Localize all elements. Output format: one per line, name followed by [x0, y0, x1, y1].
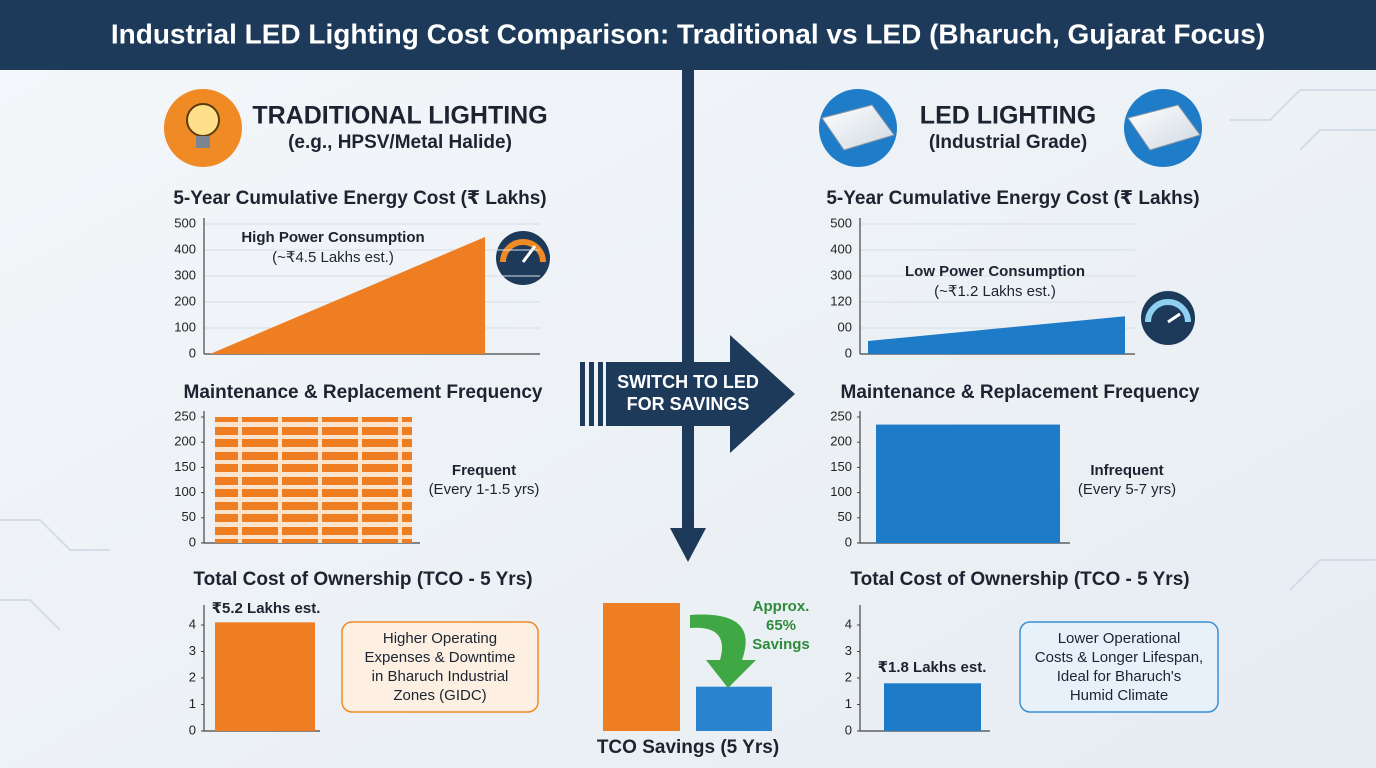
bar: [876, 424, 1060, 543]
down-arrow: [670, 528, 706, 562]
callout-text: Humid Climate: [1070, 687, 1168, 704]
y-tick-label: 0: [845, 722, 852, 737]
chart-title: 5-Year Cumulative Energy Cost (₹ Lakhs): [826, 188, 1199, 209]
callout-text: Higher Operating: [383, 630, 497, 647]
y-tick-label: 150: [174, 459, 196, 474]
y-tick-label: 3: [189, 643, 196, 658]
annotation: ₹5.2 Lakhs est.: [212, 600, 321, 617]
annotation: ₹1.8 Lakhs est.: [878, 659, 987, 676]
y-tick-label: 200: [174, 293, 196, 308]
chart-title: TCO Savings (5 Yrs): [597, 737, 779, 758]
callout-text: Costs & Longer Lifespan,: [1035, 649, 1203, 666]
y-tick-label: 120: [830, 293, 852, 308]
y-tick-label: 1: [189, 696, 196, 711]
y-tick-label: 100: [174, 484, 196, 499]
gauge-icon: [1141, 291, 1195, 345]
y-tick-label: 4: [189, 616, 196, 631]
y-tick-label: 300: [174, 267, 196, 282]
callout-text: in Bharuch Industrial: [372, 668, 509, 685]
bar: [884, 683, 981, 731]
annotation: Infrequent: [1090, 462, 1163, 479]
y-tick-label: 250: [830, 408, 852, 423]
y-tick-label: 100: [174, 319, 196, 334]
chart-title: Maintenance & Replacement Frequency: [184, 382, 543, 403]
annotation: (Every 1-1.5 yrs): [429, 481, 540, 498]
y-tick-label: 50: [182, 509, 196, 524]
bar: [215, 417, 412, 543]
panel-heading: LED LIGHTING: [920, 102, 1096, 130]
annotation: 65%: [766, 617, 796, 634]
panel-subheading: (Industrial Grade): [929, 132, 1087, 153]
bar: [696, 686, 772, 731]
chart-title: Total Cost of Ownership (TCO - 5 Yrs): [193, 569, 532, 590]
led-icon: [821, 104, 895, 151]
bulb-icon: [196, 136, 210, 148]
annotation: (Every 5-7 yrs): [1078, 481, 1176, 498]
gauge-icon: [496, 231, 550, 285]
y-tick-label: 0: [845, 345, 852, 360]
y-tick-label: 3: [845, 643, 852, 658]
y-tick-label: 2: [189, 669, 196, 684]
bulb-icon: [186, 103, 220, 137]
callout-text: Zones (GIDC): [393, 687, 486, 704]
y-tick-label: 0: [189, 345, 196, 360]
savings-arrow: [690, 614, 756, 688]
annotation: Approx.: [753, 598, 810, 615]
chart-title: 5-Year Cumulative Energy Cost (₹ Lakhs): [173, 188, 546, 209]
annotation: (~₹1.2 Lakhs est.): [934, 283, 1056, 300]
title-banner: [0, 0, 1376, 70]
callout-box: [1019, 621, 1219, 713]
annotation: High Power Consumption: [241, 229, 424, 246]
y-tick-label: 400: [830, 241, 852, 256]
y-tick-label: 250: [174, 408, 196, 423]
y-tick-label: 1: [845, 696, 852, 711]
y-tick-label: 100: [830, 484, 852, 499]
chart-title: Maintenance & Replacement Frequency: [841, 382, 1200, 403]
panel-subheading: (e.g., HPSV/Metal Halide): [288, 132, 512, 153]
y-tick-label: 150: [830, 459, 852, 474]
annotation: Frequent: [452, 462, 516, 479]
arrow-text: FOR SAVINGS: [627, 394, 750, 414]
switch-arrow: [606, 335, 795, 453]
callout-box: [341, 621, 539, 713]
arrow-text: SWITCH TO LED: [617, 372, 759, 392]
y-tick-label: 0: [189, 722, 196, 737]
annotation: Savings: [752, 636, 810, 653]
y-tick-label: 2: [845, 669, 852, 684]
page-title: Industrial LED Lighting Cost Comparison:…: [111, 18, 1265, 49]
bar: [603, 603, 680, 731]
callout-text: Lower Operational: [1058, 630, 1181, 647]
divider: [682, 70, 694, 530]
annotation: Low Power Consumption: [905, 263, 1085, 280]
y-tick-label: 50: [838, 509, 852, 524]
circuit-decor: [0, 89, 1376, 631]
panel-heading: TRADITIONAL LIGHTING: [252, 102, 547, 130]
y-tick-label: 200: [174, 434, 196, 449]
bar: [215, 622, 315, 731]
annotation: (~₹4.5 Lakhs est.): [272, 249, 394, 266]
arrow-stripes: [580, 362, 603, 426]
callout-text: Ideal for Bharuch's: [1057, 668, 1182, 685]
y-tick-label: 4: [845, 616, 852, 631]
led-icon: [1127, 104, 1201, 151]
y-tick-label: 300: [830, 267, 852, 282]
y-tick-label: 500: [830, 215, 852, 230]
y-tick-label: 500: [174, 215, 196, 230]
chart-title: Total Cost of Ownership (TCO - 5 Yrs): [850, 569, 1189, 590]
y-tick-label: 00: [838, 319, 852, 334]
callout-text: Expenses & Downtime: [365, 649, 516, 666]
y-tick-label: 200: [830, 434, 852, 449]
y-tick-label: 400: [174, 241, 196, 256]
y-tick-label: 0: [845, 534, 852, 549]
area: [210, 237, 485, 354]
y-tick-label: 0: [189, 534, 196, 549]
area: [868, 316, 1125, 354]
